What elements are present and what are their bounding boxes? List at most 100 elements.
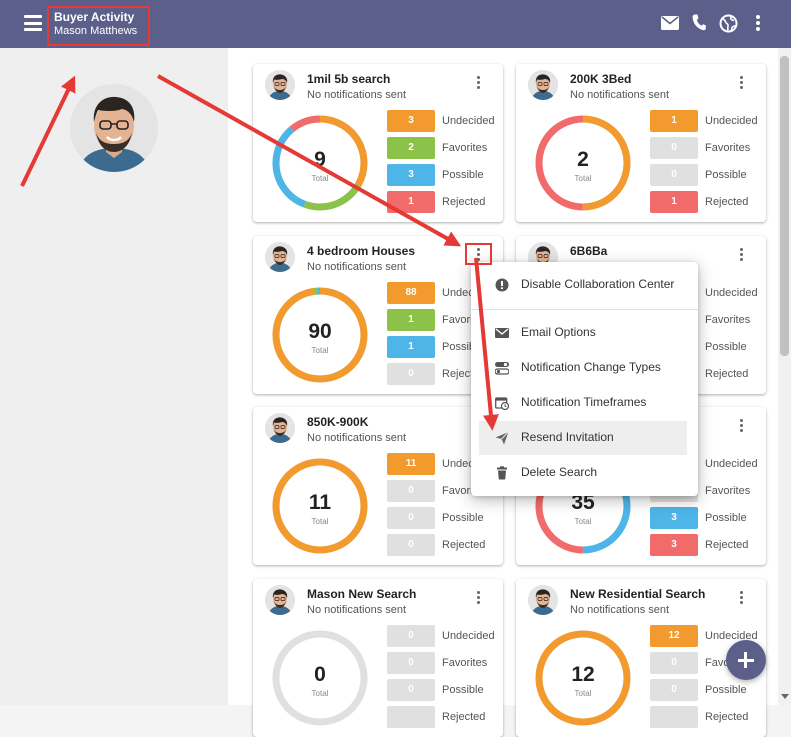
scroll-down-arrow-icon[interactable] bbox=[781, 694, 789, 700]
saved-search-card[interactable]: 200K 3Bed No notifications sent 2 Total 1 Und… bbox=[516, 64, 766, 222]
stat-count-favorites[interactable]: 0 bbox=[387, 480, 435, 502]
globe-icon[interactable] bbox=[719, 14, 738, 33]
stat-label-undecided: Undecided bbox=[705, 287, 758, 299]
notification-status: No notifications sent bbox=[307, 261, 407, 273]
menu-divider bbox=[471, 309, 698, 310]
menu-item-notification-change-types[interactable]: Notification Change Types bbox=[471, 351, 698, 385]
more-vert-icon[interactable] bbox=[471, 589, 485, 607]
status-donut-chart bbox=[272, 458, 368, 554]
stat-label-favorites: Favorites bbox=[442, 142, 488, 154]
stat-count-undecided[interactable]: 1 bbox=[650, 110, 698, 132]
donut-segment-possible bbox=[272, 287, 368, 383]
mail-icon[interactable] bbox=[661, 16, 679, 30]
stat-count-favorites[interactable]: 0 bbox=[650, 652, 698, 674]
stat-row-rejected: Rejected bbox=[387, 706, 507, 728]
stat-count-possible[interactable]: 0 bbox=[387, 679, 435, 701]
stat-count-rejected[interactable] bbox=[650, 706, 698, 728]
stat-count-undecided[interactable]: 11 bbox=[387, 453, 435, 475]
saved-search-card[interactable]: 4 bedroom Houses No notifications sent 90 T… bbox=[253, 236, 503, 394]
stat-row-possible: 3 Possible bbox=[650, 507, 770, 529]
stat-label-favorites: Favorites bbox=[705, 485, 751, 497]
more-vert-icon[interactable] bbox=[734, 417, 748, 435]
menu-item-label: Resend Invitation bbox=[521, 430, 614, 444]
search-title: Mason New Search bbox=[307, 587, 417, 601]
stat-count-undecided[interactable]: 0 bbox=[387, 625, 435, 647]
stat-row-undecided: 1 Undecided bbox=[650, 110, 770, 132]
stat-count-rejected[interactable]: 0 bbox=[387, 534, 435, 556]
stat-label-favorites: Favorites bbox=[705, 314, 751, 326]
stat-count-undecided[interactable]: 88 bbox=[387, 282, 435, 304]
stat-label-rejected: Rejected bbox=[442, 711, 486, 723]
stat-count-rejected[interactable]: 3 bbox=[650, 534, 698, 556]
stat-count-favorites[interactable]: 0 bbox=[387, 652, 435, 674]
search-title: 6B6Ba bbox=[570, 244, 608, 258]
status-donut-chart bbox=[535, 115, 631, 211]
stat-label-rejected: Rejected bbox=[705, 539, 749, 551]
total-count: 2 bbox=[577, 148, 589, 171]
add-search-button[interactable] bbox=[726, 640, 766, 680]
menu-item-notification-timeframes[interactable]: Notification Timeframes bbox=[471, 386, 698, 420]
search-title: 850K-900K bbox=[307, 415, 369, 429]
stat-count-favorites[interactable]: 0 bbox=[650, 137, 698, 159]
stat-label-possible: Possible bbox=[442, 684, 484, 696]
page-title: Buyer Activity bbox=[54, 10, 135, 24]
stat-count-rejected[interactable] bbox=[387, 706, 435, 728]
more-vert-icon[interactable] bbox=[734, 589, 748, 607]
stat-count-possible[interactable]: 0 bbox=[650, 679, 698, 701]
more-vert-icon[interactable] bbox=[734, 246, 748, 264]
stat-count-undecided[interactable]: 3 bbox=[387, 110, 435, 132]
menu-item-delete-search[interactable]: Delete Search bbox=[471, 456, 698, 490]
stat-label-rejected: Rejected bbox=[705, 368, 749, 380]
more-vert-icon[interactable] bbox=[471, 74, 485, 92]
total-count: 0 bbox=[314, 663, 326, 686]
stat-label-rejected: Rejected bbox=[705, 711, 749, 723]
menu-item-resend-invitation[interactable]: Resend Invitation bbox=[479, 421, 687, 455]
total-label: Total bbox=[311, 346, 329, 355]
stat-label-undecided: Undecided bbox=[442, 115, 495, 127]
buyer-avatar-small bbox=[265, 242, 295, 272]
buyer-name: Mason Matthews bbox=[54, 25, 138, 37]
stat-row-possible: 3 Possible bbox=[387, 164, 507, 186]
stat-count-possible[interactable]: 0 bbox=[387, 507, 435, 529]
more-vert-icon[interactable] bbox=[734, 74, 748, 92]
saved-search-card[interactable]: Mason New Search No notifications sent 0 To… bbox=[253, 579, 503, 737]
total-count: 9 bbox=[314, 148, 326, 171]
total-count: 12 bbox=[571, 663, 595, 686]
search-title: 200K 3Bed bbox=[570, 72, 632, 86]
notification-status: No notifications sent bbox=[307, 432, 407, 444]
stat-count-rejected[interactable]: 0 bbox=[387, 363, 435, 385]
menu-icon[interactable] bbox=[24, 15, 42, 31]
stat-count-possible[interactable]: 0 bbox=[650, 164, 698, 186]
stat-count-possible[interactable]: 3 bbox=[387, 164, 435, 186]
toggle-icon bbox=[495, 362, 509, 375]
buyer-avatar-small bbox=[265, 70, 295, 100]
notification-status: No notifications sent bbox=[570, 89, 670, 101]
menu-item-disable-collaboration[interactable]: Disable Collaboration Center bbox=[471, 268, 698, 302]
more-vert-icon[interactable] bbox=[755, 15, 761, 31]
stat-count-undecided[interactable]: 12 bbox=[650, 625, 698, 647]
stat-label-possible: Possible bbox=[705, 684, 747, 696]
phone-icon[interactable] bbox=[692, 14, 706, 31]
stat-count-possible[interactable]: 1 bbox=[387, 336, 435, 358]
scrollbar-thumb[interactable] bbox=[780, 56, 789, 356]
stat-row-possible: 0 Possible bbox=[387, 507, 507, 529]
stat-count-favorites[interactable]: 1 bbox=[387, 309, 435, 331]
menu-item-email-options[interactable]: Email Options bbox=[471, 316, 698, 350]
send-icon bbox=[495, 431, 509, 445]
stat-count-possible[interactable]: 3 bbox=[650, 507, 698, 529]
stat-row-possible: 0 Possible bbox=[387, 679, 507, 701]
stat-count-rejected[interactable]: 1 bbox=[387, 191, 435, 213]
buyer-avatar-small bbox=[528, 585, 558, 615]
saved-search-card[interactable]: 1mil 5b search No notifications sent 9 Tota… bbox=[253, 64, 503, 222]
stat-label-rejected: Rejected bbox=[705, 196, 749, 208]
stat-count-rejected[interactable]: 1 bbox=[650, 191, 698, 213]
total-label: Total bbox=[311, 517, 329, 526]
stat-count-favorites[interactable]: 2 bbox=[387, 137, 435, 159]
search-context-menu: Disable Collaboration Center Email Optio… bbox=[471, 262, 698, 496]
stat-label-undecided: Undecided bbox=[442, 630, 495, 642]
saved-search-card[interactable]: 850K-900K No notifications sent 11 Total 11 U… bbox=[253, 407, 503, 565]
menu-item-label: Notification Timeframes bbox=[521, 395, 647, 409]
stat-label-undecided: Undecided bbox=[705, 630, 758, 642]
notification-status: No notifications sent bbox=[307, 604, 407, 616]
stat-label-favorites: Favorites bbox=[442, 657, 488, 669]
